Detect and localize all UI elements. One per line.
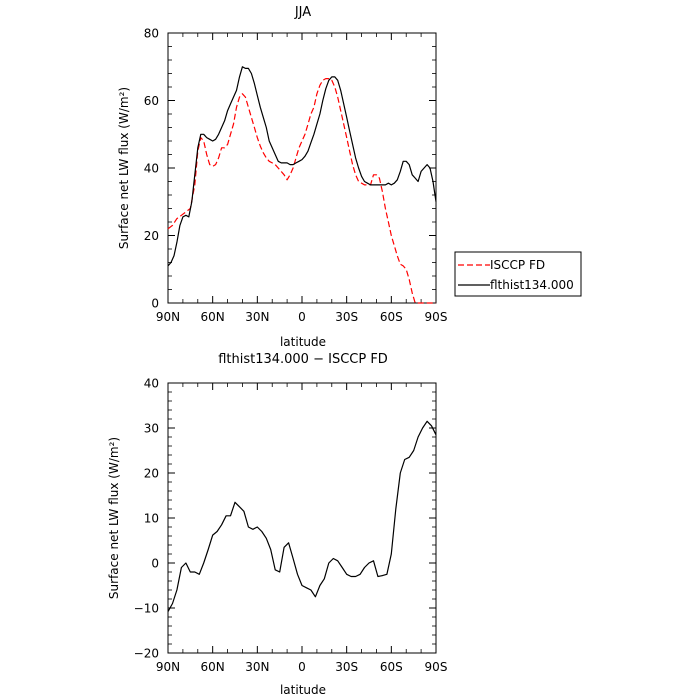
- top-y-tick-label: 40: [144, 162, 159, 176]
- bottom-chart-title: flthist134.000 − ISCCP FD: [218, 352, 388, 367]
- bottom-x-tick-label: 0: [298, 660, 306, 674]
- top-y-tick-label: 60: [144, 94, 159, 108]
- top-x-tick-label: 90N: [156, 310, 180, 324]
- top-plot-frame: [167, 32, 437, 304]
- top-x-tick-label: 60S: [380, 310, 403, 324]
- bottom-y-tick-label: 30: [144, 422, 159, 436]
- top-x-tick-label: 60N: [201, 310, 225, 324]
- legend: ISCCP FD flthist134.000: [454, 251, 582, 297]
- top-chart-title: JJA: [294, 5, 311, 20]
- legend-box: [454, 251, 582, 297]
- top-y-tick-label: 0: [151, 297, 159, 311]
- bottom-x-tick-label: 30S: [335, 660, 358, 674]
- bottom-plot-frame: [167, 382, 437, 654]
- bottom-y-tick-label: 40: [144, 377, 159, 391]
- bottom-y-tick-label: 20: [144, 467, 159, 481]
- bottom-x-axis-label: latitude: [280, 683, 326, 697]
- bottom-x-tick-label: 30N: [245, 660, 269, 674]
- bottom-panel: flthist134.000 − ISCCP FD −20 −10 0 10 20 30 4…: [107, 352, 447, 697]
- top-y-tick-label: 20: [144, 229, 159, 243]
- top-series-line-1: [167, 66, 437, 267]
- bottom-y-tick-label: −20: [134, 647, 159, 661]
- top-x-tick-label: 0: [298, 310, 306, 324]
- bottom-y-tick-label: 10: [144, 512, 159, 526]
- bottom-plot-area: −20 −10 0 10 20 30 40 90N 60N 30N 0 30S 60S 90S: [134, 377, 448, 675]
- top-plot-area: 0 20 40 60 80 90N 60N 30N 0 30S 60S 90S: [144, 27, 448, 325]
- bottom-x-tick-label: 60S: [380, 660, 403, 674]
- top-x-tick-label: 30S: [335, 310, 358, 324]
- bottom-y-axis-label: Surface net LW flux (W/m²): [107, 437, 121, 599]
- top-y-tick-label: 80: [144, 27, 159, 41]
- bottom-x-tick-label: 90S: [425, 660, 448, 674]
- bottom-x-tick-label: 60N: [201, 660, 225, 674]
- bottom-y-tick-label: −10: [134, 602, 159, 616]
- top-x-tick-label: 30N: [245, 310, 269, 324]
- bottom-series-line-0: [167, 420, 437, 612]
- top-series-line-0: [167, 77, 436, 304]
- top-x-axis-label: latitude: [280, 335, 326, 349]
- bottom-y-tick-label: 0: [151, 557, 159, 571]
- bottom-x-tick-label: 90N: [156, 660, 180, 674]
- top-panel: JJA 0 20 40 60 80 90N 60N 30N 0 30S 60S 90S latitud…: [117, 5, 582, 349]
- legend-label-model: flthist134.000: [490, 278, 574, 292]
- legend-label-isccp: ISCCP FD: [490, 258, 545, 272]
- top-y-axis-label: Surface net LW flux (W/m²): [117, 87, 131, 249]
- top-x-tick-label: 90S: [425, 310, 448, 324]
